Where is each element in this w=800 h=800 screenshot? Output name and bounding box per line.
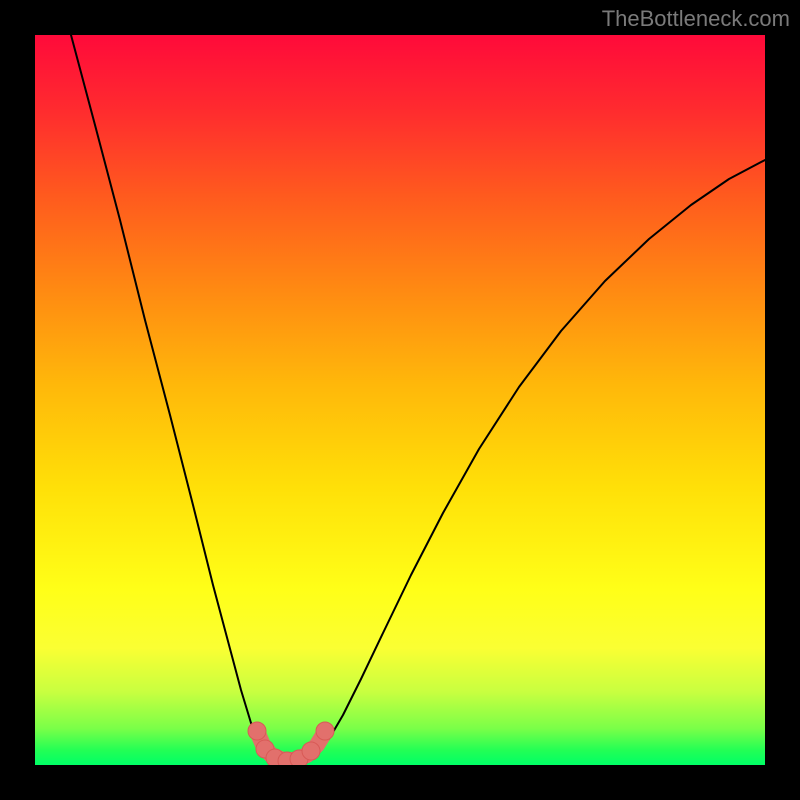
chart-svg xyxy=(35,35,765,765)
trough-marker xyxy=(248,722,266,740)
watermark-label: TheBottleneck.com xyxy=(602,6,790,32)
bottleneck-curve xyxy=(71,35,765,764)
chart-plot-area xyxy=(35,35,765,765)
trough-marker xyxy=(316,722,334,740)
trough-marker xyxy=(302,742,320,760)
